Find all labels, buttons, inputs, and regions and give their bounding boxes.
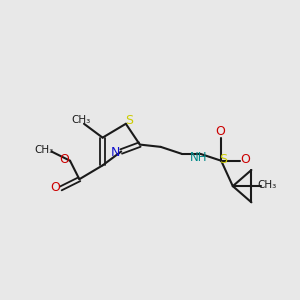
Text: CH₃: CH₃ [257,180,276,190]
Text: O: O [241,153,250,166]
Text: S: S [220,153,227,166]
Text: N: N [111,146,120,159]
Text: S: S [125,114,133,127]
Text: O: O [50,181,60,194]
Text: NH: NH [190,151,208,164]
Text: O: O [59,153,69,166]
Text: CH₃: CH₃ [35,145,54,155]
Text: O: O [215,125,225,138]
Text: CH₃: CH₃ [71,115,90,125]
